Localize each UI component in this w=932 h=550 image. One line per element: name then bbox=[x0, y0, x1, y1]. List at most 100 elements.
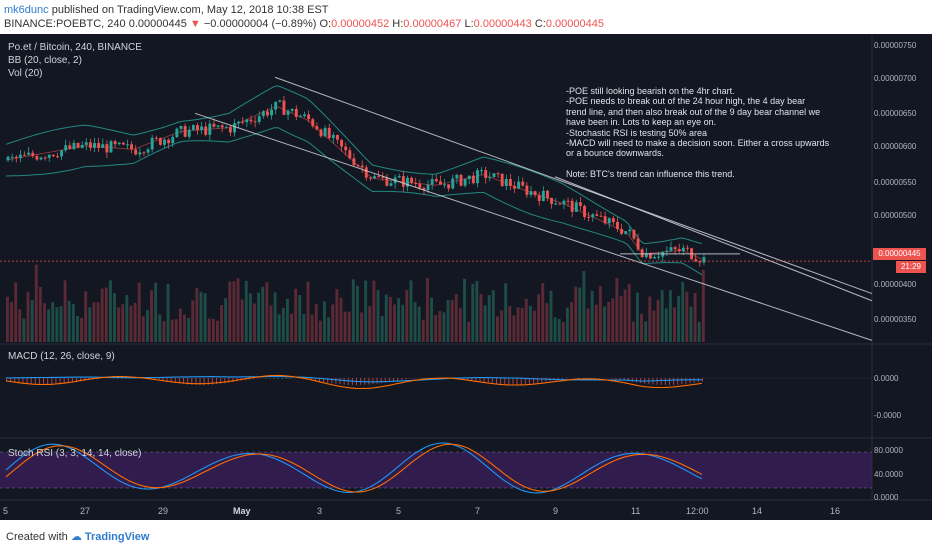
candle-body bbox=[220, 125, 224, 128]
macd-histogram-bar bbox=[22, 378, 24, 384]
candle-body bbox=[438, 181, 442, 185]
volume-bar bbox=[30, 300, 34, 342]
macd-histogram-bar bbox=[368, 378, 370, 385]
volume-bar bbox=[265, 282, 269, 342]
macd-histogram-bar bbox=[508, 378, 510, 385]
volume-bar bbox=[549, 290, 553, 342]
macd-histogram-bar bbox=[26, 378, 28, 384]
candle-body bbox=[233, 123, 236, 133]
volume-bar bbox=[158, 314, 162, 342]
note-line: -POE needs to break out of the 24 hour h… bbox=[566, 96, 806, 107]
candle-body bbox=[196, 125, 199, 131]
volume-bar bbox=[150, 290, 153, 342]
volume-bar bbox=[34, 264, 38, 342]
macd-histogram-bar bbox=[178, 378, 180, 384]
macd-histogram-bar bbox=[524, 378, 526, 385]
tradingview-brand-link[interactable]: TradingView bbox=[84, 531, 150, 543]
candle-body bbox=[10, 156, 14, 158]
candle-body bbox=[381, 176, 385, 178]
volume-bar bbox=[257, 292, 261, 342]
macd-histogram-bar bbox=[594, 378, 596, 379]
macd-histogram-bar bbox=[627, 378, 629, 382]
volume-bar bbox=[524, 298, 528, 342]
volume-bar bbox=[442, 312, 446, 342]
volume-bar bbox=[417, 306, 421, 342]
volume-bar bbox=[607, 301, 611, 342]
stoch-tick: 40.0000 bbox=[874, 470, 903, 479]
volume-bar bbox=[232, 281, 236, 342]
volume-bar bbox=[652, 310, 656, 342]
volume-bar bbox=[421, 319, 425, 342]
volume-bar bbox=[438, 311, 442, 342]
volume-bar bbox=[170, 319, 174, 342]
volume-bar bbox=[113, 293, 116, 342]
volume-bar bbox=[38, 287, 42, 342]
note-line: -Stochastic RSI is testing 50% area bbox=[566, 127, 708, 138]
macd-histogram-bar bbox=[343, 378, 345, 385]
volume-bar bbox=[67, 300, 71, 342]
macd-histogram-bar bbox=[43, 378, 45, 385]
volume-bar bbox=[512, 315, 516, 342]
volume-bar bbox=[553, 317, 557, 342]
candle-body bbox=[121, 142, 125, 145]
candle-body bbox=[513, 185, 516, 189]
price-tick: 0.00000650 bbox=[874, 109, 917, 118]
volume-bar bbox=[656, 299, 660, 342]
macd-histogram-bar bbox=[318, 378, 320, 382]
volume-bar bbox=[697, 321, 701, 342]
close-value: 0.00000445 bbox=[545, 18, 604, 30]
volume-bar bbox=[146, 310, 149, 342]
volume-bar bbox=[261, 286, 265, 342]
candle-body bbox=[406, 177, 409, 187]
chart-area[interactable]: Po.et / Bitcoin, 240, BINANCE BB (20, cl… bbox=[0, 34, 932, 520]
candle-body bbox=[212, 123, 216, 127]
volume-bar bbox=[574, 286, 578, 342]
volume-bar bbox=[59, 306, 63, 342]
candle-body bbox=[224, 127, 228, 129]
volume-bar bbox=[504, 283, 508, 342]
volume-bar bbox=[586, 308, 590, 342]
candle-body bbox=[257, 116, 261, 122]
macd-histogram-bar bbox=[598, 378, 600, 379]
candle-body bbox=[187, 129, 191, 137]
bb-lower-line bbox=[5, 127, 703, 276]
candle-body bbox=[158, 138, 162, 145]
candle-body bbox=[146, 149, 150, 153]
candle-body bbox=[476, 170, 479, 184]
macd-histogram-bar bbox=[14, 378, 16, 383]
volume-bar bbox=[648, 296, 652, 342]
candle-body bbox=[204, 126, 208, 135]
volume-bar bbox=[409, 280, 413, 342]
candle-body bbox=[694, 259, 698, 262]
volume-bar bbox=[483, 305, 487, 342]
volume-bar bbox=[187, 318, 191, 342]
candle-body bbox=[525, 185, 529, 195]
last-price-badge: 0.00000445 bbox=[873, 248, 926, 260]
macd-histogram-bar bbox=[656, 378, 658, 385]
volume-bar bbox=[611, 298, 615, 342]
volume-bar bbox=[351, 279, 355, 342]
macd-histogram-bar bbox=[504, 378, 506, 385]
author-link[interactable]: mk6dunc bbox=[4, 4, 49, 16]
candle-body bbox=[134, 149, 138, 155]
macd-histogram-bar bbox=[38, 378, 40, 385]
candle-body bbox=[150, 137, 154, 150]
candle-body bbox=[636, 238, 640, 250]
candle-body bbox=[570, 200, 574, 212]
candle-body bbox=[47, 154, 51, 158]
macd-histogram-bar bbox=[611, 378, 613, 379]
x-tick: 9 bbox=[553, 506, 559, 516]
note-line: have been in. Lots to keep an eye on. bbox=[566, 117, 717, 128]
candle-body bbox=[261, 111, 265, 117]
chart-canvas[interactable] bbox=[0, 34, 932, 520]
candle-body bbox=[266, 111, 269, 116]
macd-histogram-bar bbox=[34, 378, 36, 385]
candle-body bbox=[492, 173, 496, 178]
volume-bar bbox=[533, 310, 536, 342]
volume-bar bbox=[183, 314, 186, 342]
macd-histogram-bar bbox=[277, 378, 279, 379]
macd-histogram-bar bbox=[265, 378, 267, 379]
macd-histogram-bar bbox=[269, 378, 271, 379]
macd-histogram-bar bbox=[220, 378, 222, 384]
macd-histogram-bar bbox=[286, 378, 287, 379]
